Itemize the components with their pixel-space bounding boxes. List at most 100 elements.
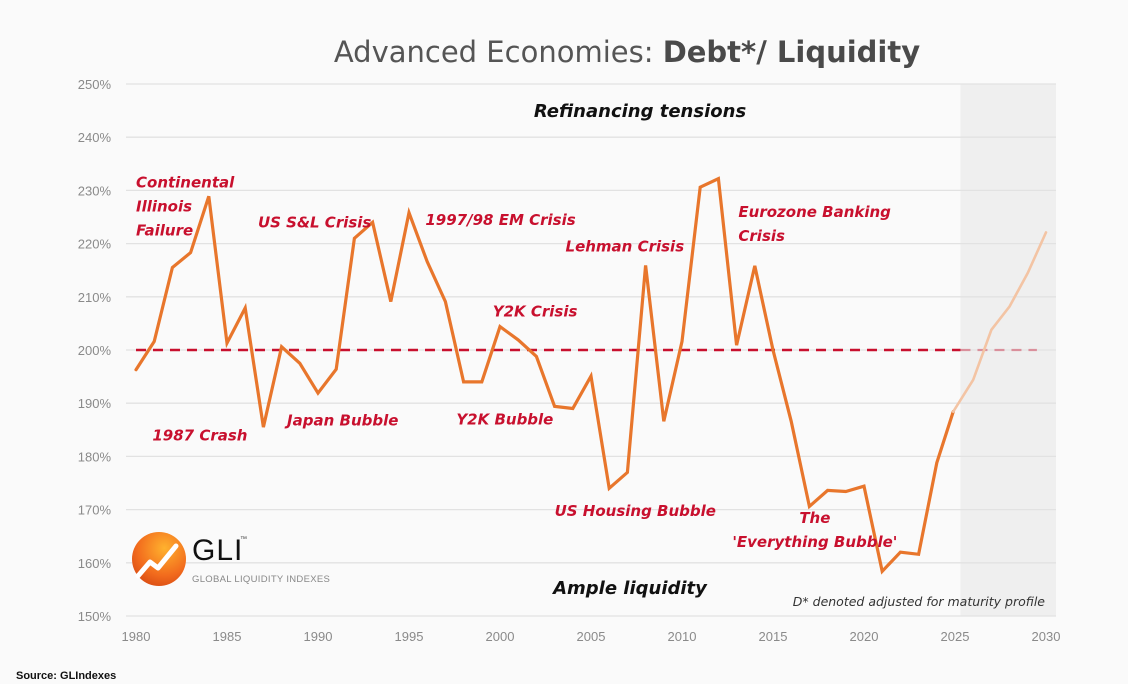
- annotation-label: Eurozone Banking Crisis: [738, 203, 891, 245]
- series-line-projection: [951, 231, 1048, 414]
- x-tick-label: 2005: [577, 629, 606, 644]
- annotation-line: Eurozone Banking: [738, 203, 891, 221]
- data-point: [590, 375, 592, 377]
- data-point: [717, 177, 719, 179]
- data-point: [881, 570, 883, 572]
- data-point: [1008, 305, 1010, 307]
- x-axis-ticks: 1980 1985 1990 1995 2000 2005 2010 2015 2020 2025…: [122, 629, 1061, 644]
- data-point: [952, 411, 954, 413]
- data-point: [553, 405, 555, 407]
- data-point: [699, 186, 701, 188]
- data-point: [663, 420, 665, 422]
- zone-label-top: Refinancing tensions: [534, 101, 747, 122]
- data-point: [353, 237, 355, 239]
- annotation-label: Lehman Crisis: [566, 238, 685, 256]
- y-tick-label: 150%: [78, 609, 112, 624]
- data-point: [917, 553, 919, 555]
- data-point: [1045, 231, 1047, 233]
- series-line-actual: [134, 176, 955, 575]
- data-point: [644, 264, 646, 266]
- chart-title-regular: Advanced Economies:: [334, 35, 663, 69]
- data-point: [517, 339, 519, 341]
- data-point: [462, 381, 464, 383]
- data-point: [626, 471, 628, 473]
- annotation-line: Illinois: [136, 198, 192, 216]
- y-axis-ticks: 150% 160% 170% 180% 190% 200% 210% 220% 230% 240%…: [78, 77, 112, 624]
- y-tick-label: 180%: [78, 449, 112, 464]
- data-point: [481, 381, 483, 383]
- data-point: [280, 346, 282, 348]
- annotation-line: Crisis: [738, 227, 785, 245]
- annotation-label: Japan Bubble: [284, 412, 398, 430]
- annotation-line: Lehman Crisis: [566, 238, 685, 256]
- data-point: [299, 362, 301, 364]
- x-tick-label: 2010: [668, 629, 697, 644]
- data-point: [1027, 272, 1029, 274]
- data-point: [408, 212, 410, 214]
- y-tick-label: 220%: [78, 237, 112, 252]
- data-point: [735, 344, 737, 346]
- annotation-line: Japan Bubble: [284, 412, 398, 430]
- annotation-label: Y2K Bubble: [456, 410, 553, 428]
- data-point: [535, 355, 537, 357]
- logo-trademark: ™: [240, 536, 247, 543]
- data-point: [681, 340, 683, 342]
- annotation-line: 'Everything Bubble': [732, 533, 897, 551]
- annotations: Continental Illinois Failure US S&L Crisis 1…: [136, 174, 897, 551]
- annotation-line: US Housing Bubble: [555, 502, 716, 520]
- logo-subtitle: GLOBAL LIQUIDITY INDEXES: [192, 574, 331, 585]
- source-note: Source: GLIndexes: [16, 670, 117, 682]
- annotation-line: Continental: [136, 174, 235, 192]
- annotation-line: 1997/98 EM Crisis: [425, 211, 575, 229]
- y-tick-label: 230%: [78, 183, 112, 198]
- data-point: [845, 490, 847, 492]
- zone-label-bottom: Ample liquidity: [551, 578, 708, 599]
- data-point: [772, 349, 774, 351]
- logo-name: GLI: [192, 534, 244, 567]
- x-tick-label: 1980: [122, 629, 151, 644]
- data-point: [262, 426, 264, 428]
- data-point: [444, 300, 446, 302]
- data-point: [390, 300, 392, 302]
- data-point: [335, 368, 337, 370]
- y-tick-label: 200%: [78, 343, 112, 358]
- gli-logo: GLI ™ GLOBAL LIQUIDITY INDEXES: [132, 530, 332, 592]
- series-layer: [134, 176, 1048, 575]
- annotation-line: Y2K Bubble: [456, 410, 553, 428]
- annotation-label: The 'Everything Bubble': [732, 509, 897, 551]
- annotation-line: Y2K Crisis: [493, 302, 578, 320]
- data-point: [608, 487, 610, 489]
- annotation-label: 1987 Crash: [152, 426, 247, 444]
- y-tick-label: 210%: [78, 290, 112, 305]
- y-tick-label: 190%: [78, 396, 112, 411]
- data-point: [972, 379, 974, 381]
- annotation-line: US S&L Crisis: [258, 214, 371, 232]
- data-point: [171, 266, 173, 268]
- x-tick-label: 1985: [213, 629, 242, 644]
- y-tick-label: 170%: [78, 503, 112, 518]
- data-point: [808, 505, 810, 507]
- data-point: [790, 420, 792, 422]
- data-point: [226, 342, 228, 344]
- annotation-label: Y2K Crisis: [493, 302, 578, 320]
- data-point: [936, 462, 938, 464]
- footnote: D* denoted adjusted for maturity profile: [793, 594, 1046, 609]
- data-point: [317, 392, 319, 394]
- x-tick-label: 2020: [850, 629, 879, 644]
- data-point: [990, 329, 992, 331]
- x-tick-label: 1990: [304, 629, 333, 644]
- annotation-label: 1997/98 EM Crisis: [425, 211, 575, 229]
- chart-title: Advanced Economies: Debt*/ Liquidity: [334, 35, 920, 69]
- x-tick-label: 2025: [941, 629, 970, 644]
- data-point: [208, 195, 210, 197]
- logo-chart-icon: [132, 532, 186, 586]
- data-point: [426, 260, 428, 262]
- x-tick-label: 1995: [395, 629, 424, 644]
- gridlines: [126, 83, 1056, 617]
- data-point: [153, 340, 155, 342]
- annotation-label: US S&L Crisis: [258, 214, 371, 232]
- annotation-line: The: [799, 509, 830, 527]
- y-tick-label: 250%: [78, 77, 112, 92]
- x-tick-label: 2000: [486, 629, 515, 644]
